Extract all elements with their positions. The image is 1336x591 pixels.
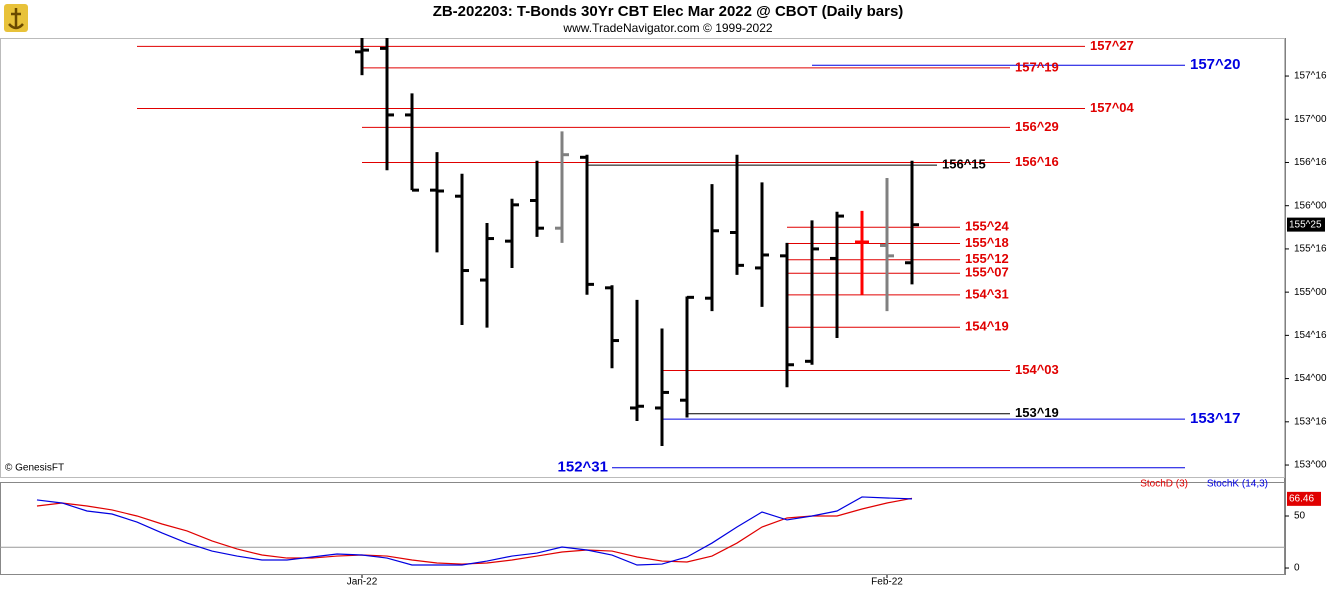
- indicator-last-box: [1287, 491, 1321, 506]
- level-label: 154^19: [965, 319, 1009, 334]
- indicator-panel-border: [0, 482, 1285, 575]
- indicator-tick-label: 0: [1294, 563, 1300, 574]
- indicator-line: [36, 496, 913, 566]
- indicator-tick-label: 50: [1294, 511, 1306, 522]
- y-tick-label: 153^00: [1294, 460, 1327, 471]
- y-tick-label: 155^00: [1294, 287, 1327, 298]
- level-label: 157^04: [1090, 100, 1135, 115]
- y-tick-label: 155^16: [1294, 244, 1327, 255]
- y-tick-label: 154^00: [1294, 373, 1327, 384]
- level-label: 155^07: [965, 265, 1009, 280]
- level-label: 157^20: [1190, 56, 1240, 73]
- legend-entry: StochD (3): [1140, 479, 1188, 490]
- y-tick-label: 156^16: [1294, 157, 1327, 168]
- level-label: 153^17: [1190, 410, 1240, 427]
- x-tick-label: Jan-22: [347, 577, 378, 588]
- credit: © GenesisFT: [5, 463, 64, 474]
- y-tick-label: 153^16: [1294, 416, 1327, 427]
- level-label: 154^31: [965, 286, 1009, 301]
- price-panel-border: [0, 38, 1285, 478]
- indicator-last-label: 66.46: [1289, 494, 1314, 505]
- y-tick-label: 157^16: [1294, 71, 1327, 82]
- y-tick-label: 156^00: [1294, 200, 1327, 211]
- last-price-box: [1287, 217, 1325, 232]
- level-label: 157^27: [1090, 38, 1134, 53]
- chart-title: ZB-202203: T-Bonds 30Yr CBT Elec Mar 202…: [433, 3, 904, 20]
- price-panel: [137, 38, 1185, 469]
- level-label: 157^19: [1015, 59, 1059, 74]
- level-label: 155^24: [965, 219, 1010, 234]
- level-label: 152^31: [558, 459, 608, 476]
- y-tick-label: 157^00: [1294, 114, 1327, 125]
- level-label: 153^19: [1015, 405, 1059, 420]
- chart-subtitle: www.TradeNavigator.com © 1999-2022: [562, 21, 772, 35]
- logo: [4, 4, 28, 32]
- y-tick-label: 154^16: [1294, 330, 1327, 341]
- level-label: 155^18: [965, 235, 1009, 250]
- legend-entry: StochK (14,3): [1207, 479, 1268, 490]
- last-price-label: 155^25: [1289, 219, 1322, 230]
- level-label: 156^16: [1015, 154, 1059, 169]
- level-label: 154^03: [1015, 362, 1059, 377]
- level-label: 155^12: [965, 251, 1009, 266]
- level-label: 156^29: [1015, 119, 1059, 134]
- x-tick-label: Feb-22: [871, 577, 903, 588]
- level-label: 156^15: [942, 157, 986, 172]
